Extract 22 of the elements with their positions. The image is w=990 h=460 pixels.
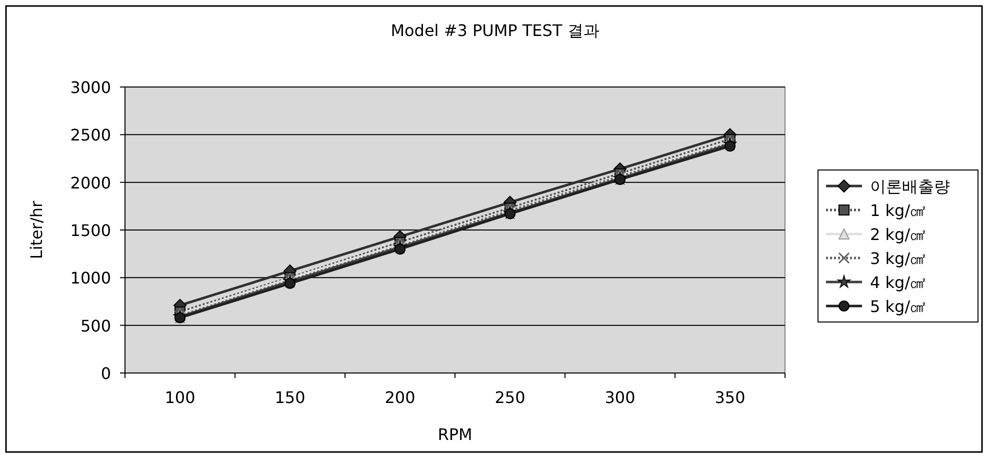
y-axis-title: Liter/hr [27, 200, 46, 260]
x-tick-label: 300 [604, 388, 636, 407]
chart-title: Model #3 PUMP TEST 결과 [390, 21, 600, 40]
legend-label: 이론배출량 [870, 177, 950, 196]
legend-label: 3 kg/㎠ [870, 249, 926, 268]
x-tick-label: 100 [164, 388, 196, 407]
y-tick-label: 2500 [70, 126, 111, 145]
y-tick-label: 2000 [70, 173, 111, 192]
legend-label: 1 kg/㎠ [870, 201, 926, 220]
y-tick-label: 0 [100, 364, 111, 383]
y-tick-label: 1000 [70, 268, 111, 288]
y-tick-label: 3000 [70, 78, 111, 97]
x-tick-label: 150 [274, 388, 306, 407]
x-tick-label: 250 [494, 388, 526, 407]
x-axis-title: RPM [438, 425, 472, 444]
x-tick-label: 350 [714, 388, 746, 407]
legend-label: 2 kg/㎠ [870, 225, 926, 244]
x-tick-label: 200 [384, 388, 416, 407]
legend-label: 5 kg/㎠ [870, 297, 926, 316]
legend-label: 4 kg/㎠ [870, 273, 926, 292]
y-tick-label: 1500 [70, 221, 111, 240]
y-tick-label: 500 [80, 316, 111, 336]
